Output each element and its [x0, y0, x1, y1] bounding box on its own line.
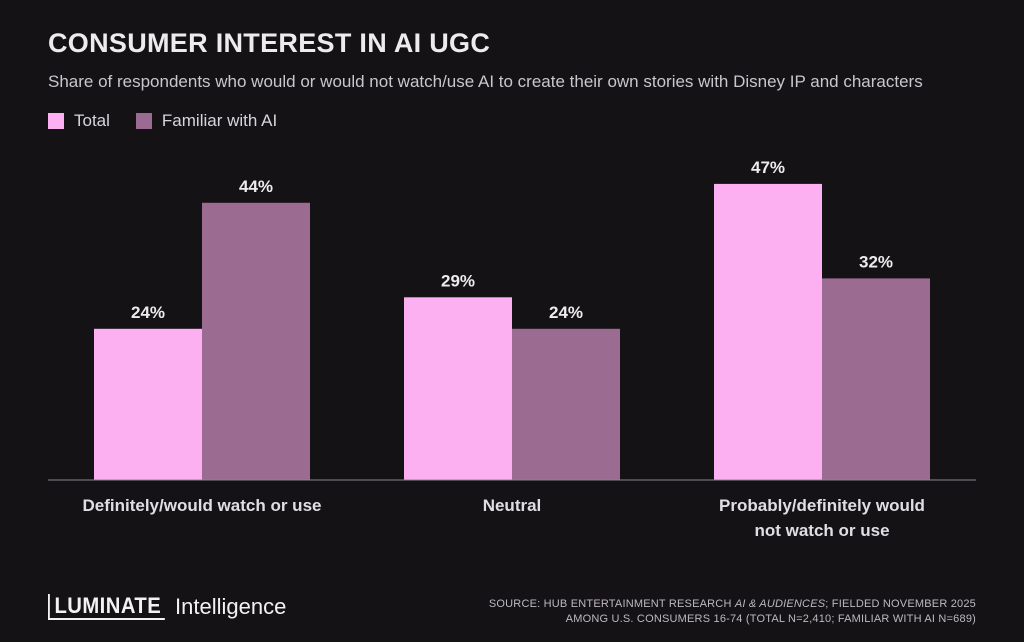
bar-total-1 — [404, 297, 512, 480]
chart-subtitle: Share of respondents who would or would … — [48, 72, 923, 91]
legend-swatch-total — [48, 113, 64, 129]
legend-swatch-familiar — [135, 113, 152, 129]
category-label-2-line-1: not watch or use — [754, 521, 889, 540]
bar-total-0 — [94, 328, 202, 480]
legend-item-total: Total — [48, 111, 110, 131]
source-line-2: AMONG U.S. CONSUMERS 16-74 (TOTAL N=2,41… — [565, 613, 976, 625]
category-label-1: Neutral — [483, 496, 542, 515]
legend-label-total: Total — [74, 111, 110, 130]
data-label-familiar-2: 32% — [859, 252, 893, 271]
data-label-total-0: 24% — [131, 303, 165, 322]
legend-item-familiar: Familiar with AI — [135, 111, 278, 131]
legend-label-familiar: Familiar with AI — [161, 111, 278, 130]
bar-familiar-1 — [512, 328, 620, 480]
data-label-total-1: 29% — [441, 271, 475, 290]
source-line-1: SOURCE: HUB ENTERTAINMENT RESEARCH AI & … — [488, 598, 976, 610]
category-label-0: Definitely/would watch or use — [83, 496, 322, 515]
source-note: SOURCE: HUB ENTERTAINMENT RESEARCH AI & … — [489, 597, 976, 627]
data-label-familiar-1: 24% — [549, 303, 583, 322]
luminate-logo: LUMINATE Intelligence — [48, 594, 286, 620]
chart-title: CONSUMER INTEREST IN AI UGC — [48, 28, 491, 58]
bar-familiar-2 — [822, 278, 930, 480]
logo-brand: LUMINATE — [48, 594, 165, 620]
data-label-total-2: 47% — [751, 158, 785, 177]
bar-familiar-0 — [202, 202, 310, 481]
logo-sub: Intelligence — [175, 594, 287, 619]
bar-total-2 — [714, 183, 822, 480]
legend: Total Familiar with AI — [48, 111, 303, 131]
category-label-2-line-0: Probably/definitely would — [719, 496, 925, 515]
data-label-familiar-0: 44% — [239, 177, 273, 196]
